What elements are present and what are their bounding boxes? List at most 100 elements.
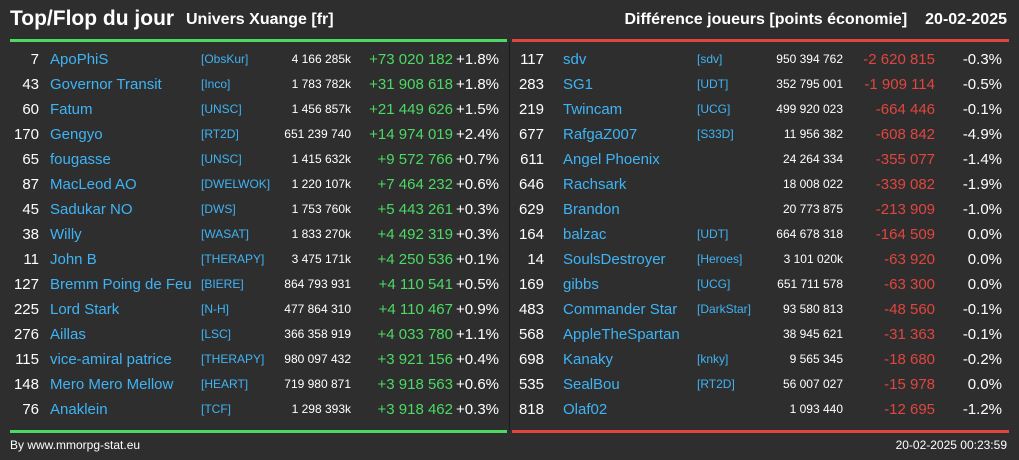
player-rank: 483 bbox=[518, 301, 544, 318]
player-name[interactable]: John B bbox=[50, 251, 97, 268]
player-name[interactable]: Gengyo bbox=[50, 126, 103, 143]
points-difference: -2 620 815 bbox=[863, 51, 935, 68]
player-name[interactable]: Lord Stark bbox=[50, 301, 120, 318]
player-rank: 148 bbox=[13, 376, 39, 393]
percent-change: +0.7% bbox=[456, 151, 499, 168]
player-rank: 87 bbox=[22, 176, 39, 193]
player-name[interactable]: Fatum bbox=[50, 101, 93, 118]
player-name[interactable]: RafgaZ007 bbox=[563, 126, 638, 143]
alliance-tag[interactable]: [DWELWOK] bbox=[201, 177, 271, 191]
alliance-tag[interactable]: [ObsKur] bbox=[201, 52, 249, 66]
points-difference: +73 020 182 bbox=[369, 51, 453, 68]
player-rank: 117 bbox=[520, 51, 544, 68]
player-points: 980 097 432 bbox=[284, 352, 351, 366]
flop-player-row: 117 sdv [sdv] 950 394 762 -2 620 815 -0.3% bbox=[511, 47, 1019, 72]
alliance-tag[interactable]: [UNSC] bbox=[201, 152, 242, 166]
percent-change: +0.5% bbox=[456, 276, 499, 293]
player-name[interactable]: balzac bbox=[563, 226, 607, 243]
player-name[interactable]: Bremm Poing de Feu bbox=[50, 276, 192, 293]
player-name[interactable]: gibbs bbox=[563, 276, 599, 293]
flop-player-row: 535 SealBou [RT2D] 56 007 027 -15 978 0.0% bbox=[511, 372, 1019, 397]
player-points: 499 920 023 bbox=[776, 102, 843, 116]
player-name[interactable]: vice-amiral patrice bbox=[50, 351, 172, 368]
alliance-tag[interactable]: [RT2D] bbox=[201, 127, 239, 141]
top-player-row: 225 Lord Stark [N-H] 477 864 310 +4 110 467 +… bbox=[0, 297, 509, 322]
player-name[interactable]: SoulsDestroyer bbox=[563, 251, 666, 268]
player-rank: 677 bbox=[518, 126, 544, 143]
alliance-tag[interactable]: [Heroes] bbox=[697, 252, 743, 266]
alliance-tag[interactable]: [Inco] bbox=[201, 77, 231, 91]
alliance-tag[interactable]: [UNSC] bbox=[201, 102, 242, 116]
flop-player-row: 283 SG1 [UDT] 352 795 001 -1 909 114 -0.5% bbox=[511, 72, 1019, 97]
points-difference: -164 509 bbox=[875, 226, 935, 243]
top-player-row: 148 Mero Mero Mellow [HEART] 719 980 871 +3 … bbox=[0, 372, 509, 397]
player-name[interactable]: Governor Transit bbox=[50, 76, 162, 93]
alliance-tag[interactable]: [knky] bbox=[697, 352, 729, 366]
percent-change: +0.3% bbox=[456, 226, 499, 243]
alliance-tag[interactable]: [BIERE] bbox=[201, 277, 244, 291]
player-name[interactable]: AppleTheSpartan bbox=[563, 326, 680, 343]
alliance-tag[interactable]: [DarkStar] bbox=[697, 302, 752, 316]
player-name[interactable]: Willy bbox=[50, 226, 82, 243]
player-name[interactable]: sdv bbox=[563, 51, 587, 68]
flop-players-list: 117 sdv [sdv] 950 394 762 -2 620 815 -0.3% 283… bbox=[511, 47, 1019, 422]
flop-player-row: 646 Rachsark 18 008 022 -339 082 -1.9% bbox=[511, 172, 1019, 197]
column-divider bbox=[509, 42, 510, 430]
alliance-tag[interactable]: [DWS] bbox=[201, 202, 236, 216]
player-name[interactable]: Angel Phoenix bbox=[563, 151, 660, 168]
alliance-tag[interactable]: [UDT] bbox=[697, 227, 729, 241]
points-difference: +5 443 261 bbox=[377, 201, 454, 218]
player-points: 1 783 782k bbox=[291, 77, 351, 91]
flop-player-row: 14 SoulsDestroyer [Heroes] 3 101 020k -63 92… bbox=[511, 247, 1019, 272]
alliance-tag[interactable]: [N-H] bbox=[201, 302, 229, 316]
player-name[interactable]: Kanaky bbox=[563, 351, 614, 368]
player-name[interactable]: Anaklein bbox=[50, 401, 108, 418]
player-name[interactable]: Rachsark bbox=[563, 176, 627, 193]
top-accent-bar bbox=[10, 39, 507, 42]
player-name[interactable]: Mero Mero Mellow bbox=[50, 376, 174, 393]
points-difference: -1 909 114 bbox=[864, 76, 935, 93]
player-points: 1 093 440 bbox=[789, 402, 843, 416]
alliance-tag[interactable]: [THERAPY] bbox=[201, 252, 265, 266]
alliance-tag[interactable]: [RT2D] bbox=[697, 377, 735, 391]
percent-change: -0.1% bbox=[962, 326, 1002, 343]
percent-change: +0.3% bbox=[456, 201, 499, 218]
alliance-tag[interactable]: [UDT] bbox=[697, 77, 729, 91]
player-rank: 818 bbox=[518, 401, 544, 418]
alliance-tag[interactable]: [LSC] bbox=[201, 327, 232, 341]
player-name[interactable]: Commander Star bbox=[563, 301, 678, 318]
player-name[interactable]: ApoPhiS bbox=[50, 51, 109, 68]
alliance-tag[interactable]: [S33D] bbox=[697, 127, 734, 141]
points-difference: +21 449 626 bbox=[369, 101, 453, 118]
points-difference: -31 363 bbox=[884, 326, 935, 343]
alliance-tag[interactable]: [WASAT] bbox=[201, 227, 249, 241]
player-rank: 276 bbox=[13, 326, 39, 343]
player-rank: 60 bbox=[22, 101, 39, 118]
player-name[interactable]: fougasse bbox=[50, 151, 111, 168]
player-name[interactable]: Twincam bbox=[563, 101, 623, 118]
header: Top/Flop du jour Univers Xuange [fr] Dif… bbox=[0, 0, 1019, 40]
alliance-tag[interactable]: [HEART] bbox=[201, 377, 249, 391]
alliance-tag[interactable]: [TCF] bbox=[201, 402, 231, 416]
points-difference: +3 921 156 bbox=[377, 351, 454, 368]
player-name[interactable]: MacLeod AO bbox=[50, 176, 137, 193]
player-name[interactable]: Sadukar NO bbox=[50, 201, 133, 218]
flop-accent-bar bbox=[512, 39, 1009, 42]
alliance-tag[interactable]: [UCG] bbox=[697, 102, 731, 116]
player-points: 1 220 107k bbox=[291, 177, 351, 191]
percent-change: 0.0% bbox=[967, 226, 1002, 243]
alliance-tag[interactable]: [UCG] bbox=[697, 277, 731, 291]
player-rank: 45 bbox=[22, 201, 39, 218]
player-name[interactable]: Olaf02 bbox=[563, 401, 608, 418]
player-name[interactable]: Aillas bbox=[50, 326, 86, 343]
player-rank: 164 bbox=[518, 226, 544, 243]
alliance-tag[interactable]: [THERAPY] bbox=[201, 352, 265, 366]
percent-change: +0.6% bbox=[456, 376, 499, 393]
percent-change: -0.1% bbox=[962, 301, 1002, 318]
player-name[interactable]: SG1 bbox=[563, 76, 594, 93]
percent-change: +1.8% bbox=[456, 76, 499, 93]
player-rank: 225 bbox=[13, 301, 39, 318]
player-name[interactable]: SealBou bbox=[563, 376, 620, 393]
alliance-tag[interactable]: [sdv] bbox=[697, 52, 723, 66]
player-name[interactable]: Brandon bbox=[563, 201, 620, 218]
